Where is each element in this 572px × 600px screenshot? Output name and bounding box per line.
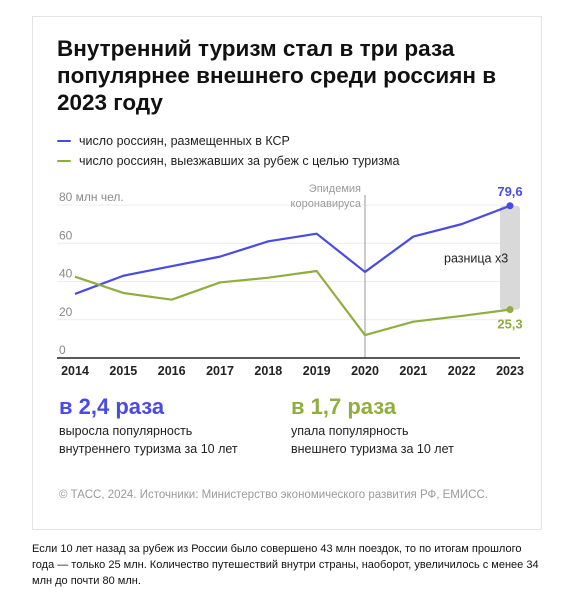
x-tick-label: 2014 — [61, 364, 89, 378]
chart-title: Внутренний туризм стал в три раза популя… — [57, 36, 497, 115]
legend-label-domestic: число россиян, размещенных в КСР — [79, 134, 290, 148]
annotation-label: коронавируса — [291, 198, 362, 210]
y-tick-label: 80 млн чел. — [59, 190, 124, 204]
x-tick-label: 2015 — [109, 364, 137, 378]
end-point-domestic — [506, 202, 514, 210]
infographic-card: Внутренний туризм стал в три раза популя… — [32, 16, 542, 530]
x-tick-label: 2019 — [303, 364, 331, 378]
x-tick-label: 2020 — [351, 364, 379, 378]
difference-label: разница х3 — [444, 252, 508, 266]
y-tick-label: 60 — [59, 228, 73, 242]
stat-abroad: в 1,7 раза упала популярность внешнего т… — [291, 394, 454, 458]
series-line-domestic — [74, 204, 511, 295]
x-tick-label: 2023 — [496, 364, 524, 378]
annotation-label: Эпидемия — [309, 183, 361, 195]
stat-abroad-text: упала популярность внешнего туризма за 1… — [291, 424, 454, 456]
legend-label-abroad: число россиян, выезжавших за рубеж с цел… — [79, 154, 400, 168]
stat-domestic-text: выросла популярность внутреннего туризма… — [59, 424, 238, 456]
legend-swatch-domestic — [57, 139, 71, 143]
stat-domestic: в 2,4 раза выросла популярность внутренн… — [59, 394, 238, 458]
x-tick-label: 2017 — [206, 364, 234, 378]
end-label-abroad: 25,3 — [497, 317, 522, 332]
legend-item-abroad: число россиян, выезжавших за рубеж с цел… — [57, 151, 399, 171]
legend-swatch-abroad — [57, 159, 71, 163]
y-tick-label: 0 — [59, 343, 66, 357]
article-caption: Если 10 лет назад за рубеж из России был… — [32, 543, 539, 587]
legend: число россиян, размещенных в КСР число р… — [57, 131, 399, 171]
end-point-abroad — [506, 306, 514, 314]
x-tick-label: 2021 — [399, 364, 427, 378]
line-chart: 0 20 40 60 80 млн чел. разница х3 Эпидемия коро… — [57, 183, 524, 378]
x-tick-label: 2016 — [158, 364, 186, 378]
legend-item-domestic: число россиян, размещенных в КСР — [57, 131, 399, 151]
x-tick-label: 2022 — [448, 364, 476, 378]
stat-abroad-headline: в 1,7 раза — [291, 394, 397, 419]
y-tick-label: 20 — [59, 305, 73, 319]
end-label-domestic: 79,6 — [497, 184, 522, 199]
stat-domestic-headline: в 2,4 раза — [59, 394, 165, 419]
difference-band — [500, 205, 520, 310]
x-tick-label: 2018 — [254, 364, 282, 378]
y-tick-label: 40 — [59, 267, 73, 281]
source-note: © ТАСС, 2024. Источники: Министерство эк… — [59, 489, 488, 501]
series-line-abroad — [74, 269, 511, 337]
